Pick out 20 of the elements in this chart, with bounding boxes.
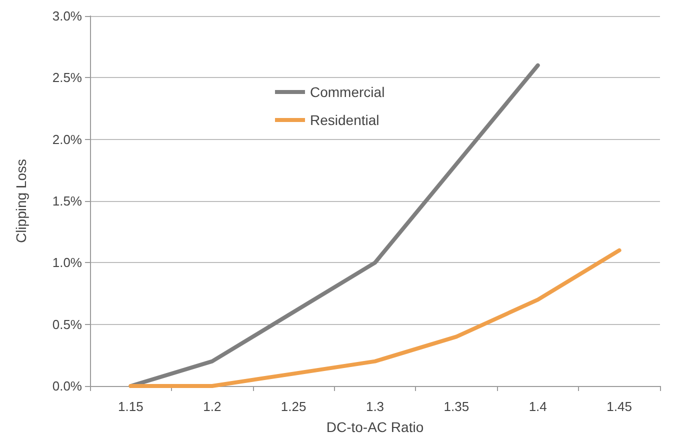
x-tick-label: 1.15 [118,399,144,414]
y-tick-label: 1.0% [52,255,82,270]
legend-label: Residential [310,112,380,128]
line-series [128,248,622,388]
line-series [128,63,540,388]
x-tick-label: 1.4 [528,399,547,414]
legend-label: Commercial [310,84,385,100]
y-axis-title: Clipping Loss [13,158,29,244]
y-tick-label: 3.0% [52,8,82,24]
x-tick-label: 1.25 [280,399,306,414]
y-tick-label: 2.0% [52,132,82,147]
x-tick-label: 1.45 [606,399,632,414]
x-tick-label: 1.2 [203,399,222,414]
x-tick-label: 1.35 [444,399,470,414]
x-tick-label: 1.3 [366,399,384,414]
y-tick-label: 2.5% [52,70,82,86]
y-tick-label: 1.5% [52,194,82,208]
y-tick-label: 0.5% [52,316,82,332]
y-tick-label: 0.0% [52,378,82,394]
x-axis-title: DC-to-AC Ratio [326,419,424,435]
